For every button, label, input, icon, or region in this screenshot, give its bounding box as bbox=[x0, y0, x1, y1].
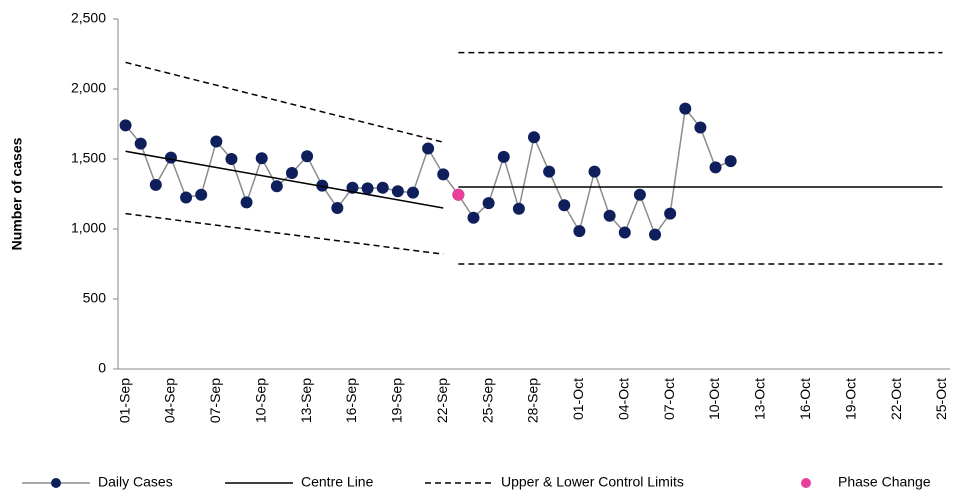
daily-marker bbox=[467, 211, 480, 224]
daily-marker bbox=[406, 186, 419, 199]
x-tick-label: 25-Oct bbox=[933, 378, 949, 420]
x-tick-label: 22-Oct bbox=[888, 378, 904, 420]
x-tick-label: 19-Oct bbox=[842, 378, 858, 420]
x-tick-label: 07-Oct bbox=[661, 378, 677, 420]
y-tick-label: 2,500 bbox=[71, 10, 106, 26]
x-tick-label: 10-Oct bbox=[706, 378, 722, 420]
daily-marker bbox=[694, 121, 707, 134]
x-tick-label: 25-Sep bbox=[479, 378, 495, 423]
legend-label: Phase Change bbox=[838, 474, 931, 490]
daily-marker bbox=[482, 197, 495, 210]
y-tick-label: 0 bbox=[98, 360, 106, 376]
daily-marker bbox=[225, 153, 238, 165]
x-tick-label: 01-Oct bbox=[570, 378, 586, 420]
x-tick-label: 28-Sep bbox=[525, 378, 541, 423]
x-tick-label: 13-Sep bbox=[298, 378, 314, 423]
daily-marker bbox=[497, 150, 510, 163]
phase-change-marker bbox=[452, 188, 465, 201]
daily-marker bbox=[376, 181, 389, 194]
daily-marker bbox=[255, 152, 268, 165]
centre-line bbox=[125, 150, 444, 209]
daily-marker bbox=[512, 202, 525, 215]
daily-marker bbox=[573, 225, 586, 238]
control-limit bbox=[125, 212, 444, 255]
daily-marker bbox=[195, 188, 208, 201]
daily-marker bbox=[437, 168, 450, 181]
legend-marker bbox=[51, 478, 61, 488]
daily-marker bbox=[422, 142, 435, 155]
daily-marker bbox=[709, 161, 722, 174]
daily-marker bbox=[588, 165, 601, 178]
y-axis-label: Number of cases bbox=[9, 137, 25, 250]
daily-marker bbox=[270, 180, 283, 193]
x-tick-label: 19-Sep bbox=[389, 378, 405, 423]
x-tick-label: 04-Oct bbox=[615, 378, 631, 420]
y-tick-label: 1,000 bbox=[71, 220, 106, 236]
y-tick-label: 1,500 bbox=[71, 150, 106, 166]
daily-marker bbox=[149, 178, 162, 191]
x-tick-label: 13-Oct bbox=[752, 378, 768, 420]
x-tick-label: 16-Sep bbox=[343, 378, 359, 423]
x-tick-label: 22-Sep bbox=[434, 378, 450, 423]
x-tick-label: 01-Sep bbox=[116, 378, 132, 423]
daily-marker bbox=[618, 226, 631, 239]
x-tick-label: 10-Sep bbox=[252, 378, 268, 423]
x-tick-label: 16-Oct bbox=[797, 378, 813, 420]
legend-label: Upper & Lower Control Limits bbox=[501, 474, 684, 490]
daily-marker bbox=[285, 167, 298, 179]
daily-marker bbox=[240, 196, 253, 209]
legend-label: Centre Line bbox=[301, 474, 374, 490]
daily-marker bbox=[391, 185, 404, 198]
daily-marker bbox=[331, 202, 344, 214]
daily-marker bbox=[649, 228, 662, 241]
x-tick-label: 07-Sep bbox=[207, 378, 223, 423]
daily-marker bbox=[361, 182, 374, 195]
daily-line bbox=[124, 106, 731, 237]
legend-marker bbox=[801, 478, 811, 488]
daily-marker bbox=[180, 191, 193, 204]
y-tick-label: 2,000 bbox=[71, 80, 106, 96]
daily-marker bbox=[301, 150, 314, 163]
y-tick-label: 500 bbox=[83, 290, 107, 306]
daily-marker bbox=[679, 102, 692, 115]
daily-marker bbox=[603, 209, 616, 222]
daily-marker bbox=[134, 137, 147, 150]
daily-marker bbox=[724, 155, 737, 168]
daily-marker bbox=[528, 131, 540, 144]
daily-marker bbox=[119, 119, 132, 132]
daily-marker bbox=[664, 207, 677, 220]
daily-marker bbox=[633, 188, 646, 201]
daily-marker bbox=[210, 135, 223, 148]
daily-marker bbox=[316, 179, 329, 192]
daily-marker bbox=[558, 199, 571, 212]
daily-marker bbox=[543, 165, 556, 178]
x-tick-label: 04-Sep bbox=[162, 378, 178, 423]
daily-marker bbox=[164, 151, 177, 164]
control-limit bbox=[125, 61, 444, 143]
legend-label: Daily Cases bbox=[98, 474, 173, 490]
